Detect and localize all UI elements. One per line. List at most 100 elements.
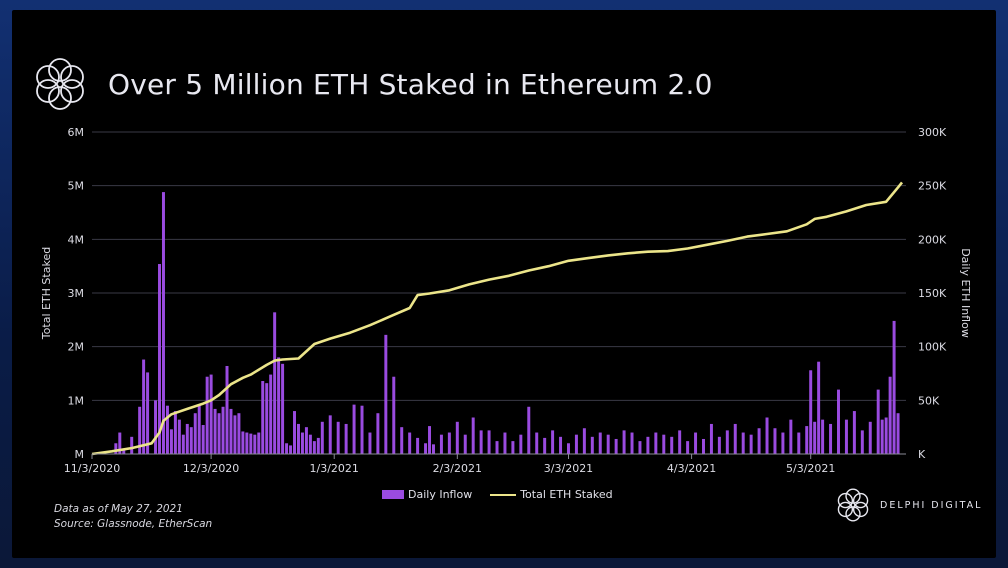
y-axis-title: Total ETH Staked <box>40 247 53 340</box>
inflow-bar <box>281 363 285 454</box>
inflow-bar <box>257 432 261 454</box>
inflow-bar <box>300 432 304 454</box>
inflow-bar <box>813 421 817 454</box>
flower-ring-icon <box>837 488 869 522</box>
y2-tick-label: 50K <box>918 394 940 407</box>
inflow-bar <box>662 434 666 454</box>
inflow-bar <box>590 436 594 454</box>
inflow-bar <box>535 432 539 454</box>
inflow-bar <box>797 432 801 454</box>
grid-layer <box>92 131 906 401</box>
inflow-bar <box>130 436 134 454</box>
inflow-bar <box>773 428 777 454</box>
footer-note: Data as of May 27, 2021 Source: Glassnod… <box>54 502 212 532</box>
inflow-bar <box>142 359 146 454</box>
inflow-bar <box>844 419 848 454</box>
legend: Daily Inflow Total ETH Staked <box>382 488 613 501</box>
inflow-bar <box>392 376 396 454</box>
inflow-bar <box>122 448 126 454</box>
legend-swatch-line <box>490 493 517 496</box>
inflow-bar <box>574 434 578 454</box>
inflow-bar <box>880 419 884 454</box>
y2-axis-title: Daily ETH Inflow <box>959 248 972 338</box>
inflow-bar <box>138 406 142 454</box>
inflow-bar <box>185 423 189 454</box>
inflow-bar <box>487 430 491 454</box>
inflow-bar <box>261 381 265 454</box>
inflow-bar <box>670 436 674 454</box>
daily-inflow-bars <box>114 192 900 454</box>
inflow-bar <box>177 419 181 454</box>
inflow-bar <box>158 264 161 454</box>
inflow-bar <box>852 411 856 454</box>
inflow-bar <box>829 423 833 454</box>
x-tick-label: 3/3/2021 <box>544 462 593 475</box>
data-date-note: Data as of May 27, 2021 <box>54 503 183 515</box>
inflow-bar <box>197 404 201 454</box>
inflow-bar <box>566 443 570 454</box>
inflow-bar <box>511 441 515 454</box>
y-tick-label: 2M <box>68 341 85 354</box>
inflow-bar <box>408 432 412 454</box>
inflow-bar <box>868 421 872 454</box>
inflow-bar <box>817 361 821 454</box>
inflow-bar <box>789 419 793 454</box>
inflow-bar <box>312 441 316 454</box>
inflow-bar <box>582 428 586 454</box>
inflow-bar <box>896 413 900 454</box>
inflow-bar <box>277 357 281 454</box>
inflow-bar <box>320 421 324 454</box>
legend-swatch-bar <box>382 490 404 499</box>
inflow-bar <box>161 192 165 454</box>
inflow-bar <box>543 437 547 454</box>
inflow-bar <box>114 443 118 454</box>
y2-tick-label: 100K <box>918 341 947 354</box>
flower-ring-icon <box>36 58 84 110</box>
inflow-bar <box>503 432 507 454</box>
header: Over 5 Million ETH Staked in Ethereum 2.… <box>30 54 713 114</box>
brand: DELPHI DIGITAL <box>834 486 982 524</box>
inflow-bar <box>225 365 229 454</box>
inflow-bar <box>614 438 618 454</box>
inflow-bar <box>328 415 332 454</box>
inflow-bar <box>638 441 642 454</box>
total-staked-line-layer <box>91 181 904 456</box>
inflow-bar <box>725 430 729 454</box>
inflow-bar <box>888 376 892 454</box>
inflow-bar <box>439 434 443 454</box>
inflow-bar <box>273 312 277 454</box>
legend-label-daily-inflow: Daily Inflow <box>408 488 473 501</box>
inflow-bar <box>686 441 690 454</box>
inflow-bar <box>245 432 249 454</box>
y-tick-label: 4M <box>68 233 85 246</box>
legend-item-total-staked: Total ETH Staked <box>490 488 613 501</box>
inflow-bar <box>233 415 237 454</box>
inflow-bar <box>229 408 233 454</box>
inflow-bar <box>265 383 269 454</box>
inflow-bar <box>384 334 388 454</box>
inflow-bar <box>757 428 761 454</box>
inflow-bar <box>733 423 737 454</box>
x-tick-label: 1/3/2021 <box>310 462 359 475</box>
inflow-bar <box>285 443 289 454</box>
inflow-bar <box>551 430 555 454</box>
y-tick-label: 3M <box>68 287 85 300</box>
inflow-bar <box>344 423 348 454</box>
inflow-bar <box>213 408 217 454</box>
inflow-bar <box>193 413 197 454</box>
inflow-bar <box>360 405 364 454</box>
inflow-bar <box>805 426 809 454</box>
inflow-bar <box>253 434 257 454</box>
inflow-bar <box>519 434 523 454</box>
y2-tick-label: 300K <box>918 126 947 139</box>
inflow-bar <box>237 413 241 454</box>
inflow-bar <box>694 432 698 454</box>
inflow-bar <box>809 370 813 454</box>
inflow-bar <box>173 411 177 454</box>
inflow-bar <box>424 443 428 454</box>
inflow-bar <box>296 423 300 454</box>
inflow-bar <box>678 430 682 454</box>
inflow-bar <box>702 438 705 454</box>
inflow-bar <box>781 432 785 454</box>
inflow-bar <box>189 427 193 454</box>
